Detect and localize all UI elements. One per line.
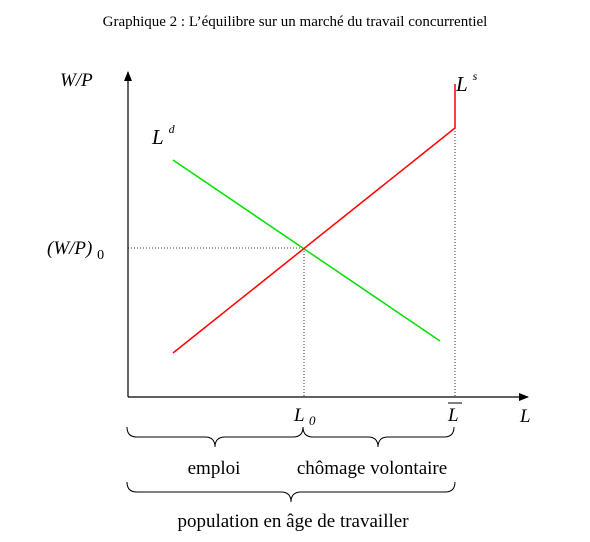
supply-curve-label: L s bbox=[455, 69, 478, 96]
equilibrium-employment-label: L 0 bbox=[293, 405, 316, 428]
x-axis-label: L bbox=[519, 406, 531, 427]
supply-label-main: L bbox=[455, 72, 467, 96]
employment-label: emploi bbox=[188, 458, 241, 479]
employment-brace bbox=[126, 426, 304, 448]
voluntary-unemployment-label: chômage volontaire bbox=[297, 458, 447, 479]
equilibrium-wage-sub: 0 bbox=[97, 248, 104, 263]
y-axis-label: W/P bbox=[60, 70, 93, 91]
demand-label-main: L bbox=[151, 125, 163, 149]
supply-curve bbox=[172, 84, 456, 354]
equilibrium-employment-main: L bbox=[293, 405, 304, 426]
equilibrium-wage-label: (W/P) 0 bbox=[47, 238, 104, 263]
demand-curve-label: L d bbox=[151, 122, 176, 149]
working-age-population-label: population en âge de travailler bbox=[177, 511, 409, 532]
equilibrium-wage-main: (W/P) bbox=[47, 238, 92, 259]
figure-title: Graphique 2 : L’équilibre sur un marché … bbox=[102, 14, 488, 30]
voluntary-unemployment-brace bbox=[302, 426, 455, 448]
supply-label-sup: s bbox=[473, 69, 478, 83]
equilibrium-employment-sub: 0 bbox=[309, 413, 316, 428]
labor-force-label: L bbox=[447, 405, 459, 426]
working-age-population-brace bbox=[126, 481, 456, 503]
demand-curve bbox=[172, 159, 441, 342]
demand-label-sup: d bbox=[169, 122, 176, 136]
